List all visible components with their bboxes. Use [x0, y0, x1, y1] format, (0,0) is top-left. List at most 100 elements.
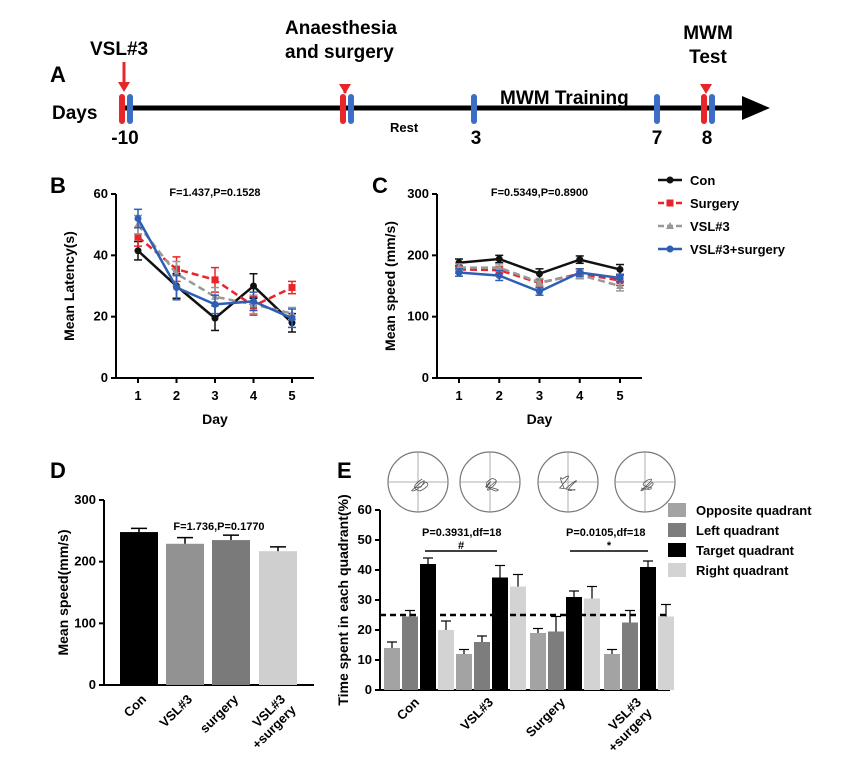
data-point — [211, 276, 219, 284]
panel-c-speed-chart: 0 100 200 300 1 2 3 4 5 Day Mean speed (mm/s) F=0.5… — [382, 173, 786, 427]
timeline-marker — [701, 94, 707, 124]
data-point — [616, 274, 624, 282]
stat-label: F=1.437,P=0.1528 — [169, 187, 260, 199]
data-point — [455, 269, 463, 277]
bar — [420, 564, 436, 690]
legend-marker — [666, 199, 674, 207]
event-label-anaesthesia: Anaesthesia and surgery — [285, 18, 397, 63]
event-label-mwm-training: MWM Training — [500, 88, 629, 109]
x-tick-label: surgery — [197, 691, 242, 736]
timeline-arrowhead — [742, 96, 770, 120]
data-point — [134, 233, 142, 241]
panel-label-a: A — [50, 62, 66, 87]
swim-path-trace — [411, 478, 429, 492]
day-tick-label: 7 — [652, 128, 663, 149]
panel-label-c: C — [372, 173, 388, 198]
legend-swatch — [668, 523, 686, 537]
y-tick-label: 10 — [358, 652, 372, 667]
bar — [474, 642, 490, 690]
timeline-arrow-head — [339, 84, 351, 94]
swim-path-thumbnail — [614, 451, 676, 513]
event-label-mwm-test: MWM Test — [683, 23, 733, 68]
timeline-arrow-head — [118, 82, 130, 92]
y-axis-label: Time spent in each quadrant(%) — [335, 494, 351, 705]
legend-swatch — [668, 543, 686, 557]
x-tick-label: 5 — [288, 388, 295, 403]
data-point — [288, 284, 296, 292]
legend-label: Con — [690, 173, 715, 188]
data-point — [134, 247, 142, 255]
significance-mark: # — [458, 540, 464, 552]
data-point — [576, 269, 584, 277]
y-tick-label: 20 — [358, 622, 372, 637]
day-tick-label: -10 — [111, 128, 138, 149]
y-tick-label: 60 — [358, 502, 372, 517]
days-label: Days — [52, 103, 97, 124]
bar — [120, 532, 158, 685]
data-point — [495, 255, 503, 263]
y-tick-label: 50 — [358, 532, 372, 547]
data-point — [134, 215, 142, 223]
x-tick-label: 4 — [250, 388, 258, 403]
x-tick-label: 2 — [496, 388, 503, 403]
panel-label-e: E — [337, 458, 352, 483]
y-axis-label: Mean Latency(s) — [61, 231, 77, 341]
x-axis-label: Day — [202, 411, 228, 427]
bar — [640, 567, 656, 690]
bar — [492, 577, 508, 690]
legend-label: Right quadrant — [696, 563, 789, 578]
stat-label: F=0.5349,P=0.8900 — [491, 187, 588, 199]
bar — [658, 616, 674, 690]
y-tick-label: 100 — [74, 615, 96, 630]
y-tick-label: 30 — [358, 592, 372, 607]
y-tick-label: 60 — [94, 186, 108, 201]
x-tick-label: VSL#3 — [457, 695, 496, 734]
day-tick-label: 3 — [471, 128, 482, 149]
x-tick-label: 3 — [536, 388, 543, 403]
y-tick-label: 0 — [422, 370, 429, 385]
bar — [566, 597, 582, 690]
timeline-marker — [709, 94, 715, 124]
data-point — [211, 314, 219, 322]
panel-b-latency-chart: 0 20 40 60 1 2 3 4 5 Day Mean Latency(s) F=1.437,P=… — [61, 186, 314, 427]
bar — [384, 648, 400, 690]
y-tick-label: 0 — [101, 370, 108, 385]
y-tick-label: 200 — [74, 554, 96, 569]
legend-label: Target quadrant — [696, 543, 795, 558]
x-tick-label: 2 — [173, 388, 180, 403]
legend-marker — [666, 222, 674, 229]
panel-label-b: B — [50, 173, 66, 198]
event-label-vsl3: VSL#3 — [90, 39, 148, 60]
y-tick-label: 20 — [94, 309, 108, 324]
swim-path-trace — [485, 478, 499, 492]
y-tick-label: 0 — [365, 682, 372, 697]
data-point — [536, 288, 543, 296]
bar — [259, 551, 297, 685]
data-point — [250, 282, 257, 290]
x-tick-label: 1 — [134, 388, 141, 403]
x-tick-label: 5 — [616, 388, 623, 403]
x-tick-label: Con — [394, 694, 423, 723]
bar — [584, 598, 600, 690]
x-tick-label: Con — [121, 691, 150, 720]
bar — [166, 543, 204, 685]
y-axis-label: Mean speed (mm/s) — [382, 221, 398, 351]
data-point — [535, 278, 544, 286]
data-point — [173, 284, 180, 292]
comparison-stat-label: P=0.3931,df=18 — [422, 527, 502, 539]
legend-label: VSL#3+surgery — [690, 242, 786, 257]
panel-d-speed-bar-chart: 0 100 200 300 Con VSL#3 surgery VSL#3+surgery Me… — [55, 492, 314, 752]
legend-swatch — [668, 503, 686, 517]
timeline-marker — [654, 94, 660, 124]
data-point — [288, 314, 296, 322]
swim-path-trace — [640, 478, 654, 492]
y-tick-label: 300 — [407, 186, 429, 201]
x-tick-label: 1 — [455, 388, 462, 403]
swim-path-trace — [558, 475, 577, 492]
data-point — [616, 265, 624, 273]
bar — [402, 616, 418, 690]
bar — [622, 622, 638, 690]
y-tick-label: 200 — [407, 247, 429, 262]
x-tick-label: 4 — [576, 388, 584, 403]
